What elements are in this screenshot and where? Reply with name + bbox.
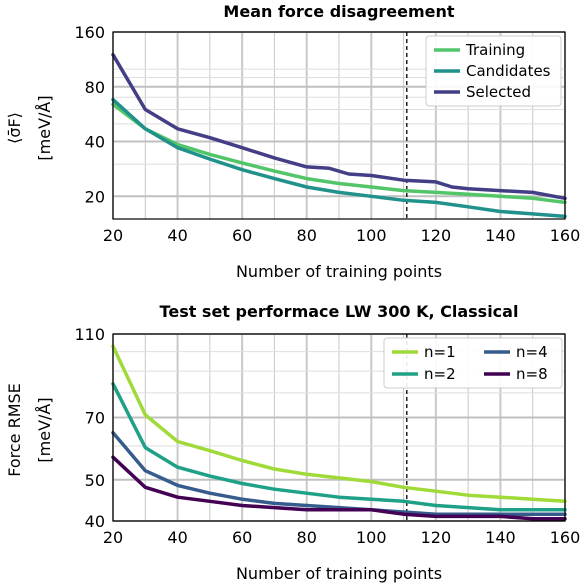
y-axis-label-unit: [meV/Å]: [35, 397, 54, 462]
y-tick-label: 20: [85, 187, 105, 206]
chart-test-set-performance: Test set performace LW 300 K, Classical …: [5, 302, 580, 583]
x-axis-label: Number of training points: [236, 262, 442, 281]
chart-title: Test set performace LW 300 K, Classical: [160, 302, 519, 321]
x-axis-label: Number of training points: [236, 564, 442, 583]
series-line-n4: [111, 430, 567, 516]
series-line-n8: [111, 455, 567, 521]
legend-label: n=2: [424, 365, 456, 383]
y-tick-label: 50: [85, 471, 105, 490]
legend-label: n=8: [516, 365, 548, 383]
y-axis-label-line1: Force RMSE: [5, 383, 24, 477]
x-tick-label: 160: [550, 528, 581, 547]
x-tick-label: 60: [232, 226, 252, 245]
x-tick-label: 40: [167, 226, 187, 245]
plot-frame: [112, 31, 566, 220]
legend-label: n=1: [424, 343, 456, 361]
x-tick-label: 60: [232, 528, 252, 547]
legend-label: Selected: [466, 83, 531, 101]
y-tick-label: 40: [85, 512, 105, 531]
x-tick-label: 40: [167, 528, 187, 547]
x-tick-label: 80: [297, 528, 317, 547]
x-tick-label: 120: [421, 528, 452, 547]
x-tick-label: 120: [421, 226, 452, 245]
y-tick-label: 70: [85, 409, 105, 428]
x-tick-label: 160: [550, 226, 581, 245]
series-line-selected: [111, 52, 567, 201]
x-tick-label: 20: [103, 528, 123, 547]
chart-title: Mean force disagreement: [223, 2, 455, 21]
y-tick-label: 40: [85, 133, 105, 152]
x-tick-label: 100: [356, 528, 387, 547]
y-axis-label-symbol: ⟨σ̄F⟩: [5, 112, 24, 144]
x-tick-label: 20: [103, 226, 123, 245]
series-line-candidates: [111, 97, 567, 219]
series-line-training: [111, 102, 567, 205]
legend-box: [425, 35, 562, 107]
chart-mean-force-disagreement: Mean force disagreement Number of traini…: [5, 2, 580, 281]
legend-label: Training: [465, 41, 525, 59]
x-tick-label: 100: [356, 226, 387, 245]
legend-label: n=4: [516, 343, 548, 361]
x-tick-label: 80: [297, 226, 317, 245]
y-tick-label: 110: [74, 325, 105, 344]
series-line-n2: [111, 382, 567, 512]
legend-box: [383, 337, 563, 389]
legend-label: Candidates: [466, 62, 551, 80]
series-line-n1: [111, 344, 567, 504]
plot-frame: [112, 333, 566, 522]
y-tick-label: 160: [74, 23, 105, 42]
y-axis-label-unit: [meV/Å]: [35, 95, 54, 160]
x-tick-label: 140: [485, 226, 516, 245]
y-tick-label: 80: [85, 78, 105, 97]
x-tick-label: 140: [485, 528, 516, 547]
